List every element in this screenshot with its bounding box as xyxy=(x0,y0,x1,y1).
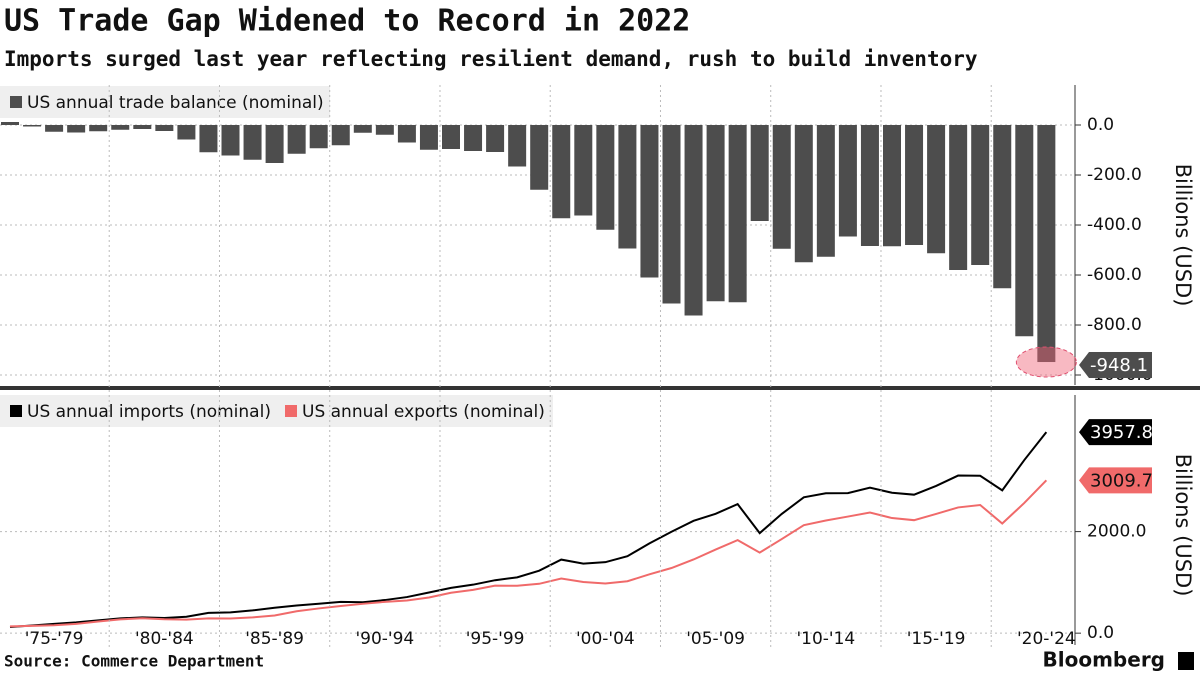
bar xyxy=(23,125,42,127)
highlight xyxy=(1015,346,1077,378)
x-tick-label: '20-'24 xyxy=(1017,629,1076,649)
bar xyxy=(750,125,769,221)
bar xyxy=(265,125,284,163)
bar xyxy=(353,125,372,133)
bar xyxy=(772,125,791,249)
bar xyxy=(860,125,879,246)
bar xyxy=(199,125,218,153)
bar xyxy=(816,125,835,257)
bar xyxy=(706,125,725,302)
bar xyxy=(971,125,990,265)
x-tick-label: '80-'84 xyxy=(135,629,194,649)
bar xyxy=(309,125,328,149)
y-tick-label: -800.0 xyxy=(1087,315,1142,335)
legend-label: US annual exports (nominal) xyxy=(302,402,545,422)
value-label-box xyxy=(1079,467,1152,494)
y-tick-label: -600.0 xyxy=(1087,265,1142,285)
value-label-box xyxy=(1079,419,1152,446)
x-tick-label: '95-'99 xyxy=(466,629,525,649)
bar xyxy=(905,125,924,245)
bar xyxy=(177,125,196,140)
bar xyxy=(111,125,130,130)
x-tick-label: '85-'89 xyxy=(245,629,304,649)
bar xyxy=(794,125,813,263)
y-axis-label: Billions (USD) xyxy=(1171,454,1195,597)
x-tick-label: '10-'14 xyxy=(796,629,855,649)
y-tick-label: 0.0 xyxy=(1087,115,1114,135)
y-tick-label: 0.0 xyxy=(1087,623,1114,643)
bar xyxy=(574,125,593,216)
x-tick-label: '15-'19 xyxy=(907,629,966,649)
bar xyxy=(883,125,901,247)
bar xyxy=(596,125,615,230)
bar xyxy=(508,125,527,167)
bar xyxy=(419,125,438,150)
bar xyxy=(464,125,483,151)
x-tick-label: '00-'04 xyxy=(576,629,635,649)
bar xyxy=(67,125,86,133)
legend-label: US annual trade balance (nominal) xyxy=(27,93,324,113)
line xyxy=(9,431,1048,628)
legend-swatch xyxy=(10,405,22,417)
bar xyxy=(1015,125,1034,337)
value-label: 3009.7 xyxy=(1090,470,1153,491)
bar xyxy=(552,125,571,219)
y-tick-label: -400.0 xyxy=(1087,215,1142,235)
bar xyxy=(89,125,108,132)
x-tick-label: '75-'79 xyxy=(25,629,84,649)
value-label: 3957.8 xyxy=(1090,422,1153,443)
chart-title: US Trade Gap Widened to Record in 2022 xyxy=(4,4,690,39)
bar xyxy=(133,125,152,129)
bar xyxy=(442,125,460,149)
bar xyxy=(949,125,968,270)
bar xyxy=(45,125,64,132)
chart-subtitle: Imports surged last year reflecting resi… xyxy=(4,47,978,71)
bar xyxy=(1037,125,1056,363)
brand: Bloomberg xyxy=(1043,648,1165,672)
legend-box xyxy=(0,395,553,427)
bar xyxy=(331,125,350,146)
bar xyxy=(993,125,1012,289)
bar xyxy=(221,125,240,156)
bar xyxy=(618,125,637,249)
bar xyxy=(530,125,549,190)
bar xyxy=(838,125,857,237)
legend-label: US annual imports (nominal) xyxy=(27,402,271,422)
source: Source: Commerce Department xyxy=(4,652,264,671)
brand-icon xyxy=(1178,652,1194,670)
legend-box xyxy=(0,86,330,118)
line xyxy=(9,479,1048,628)
bar xyxy=(927,125,946,254)
y-tick-label: -200.0 xyxy=(1087,165,1142,185)
x-tick-label: '90-'94 xyxy=(355,629,414,649)
bar xyxy=(684,125,703,316)
bar xyxy=(243,125,262,160)
bar xyxy=(287,125,306,154)
bar xyxy=(155,125,174,131)
bar xyxy=(662,125,681,304)
bar xyxy=(375,125,394,135)
bar xyxy=(1,122,19,125)
bar xyxy=(728,125,747,303)
panel-divider xyxy=(0,386,1200,390)
bar xyxy=(397,125,416,143)
bar xyxy=(486,125,505,152)
value-label: -948.1 xyxy=(1090,355,1148,376)
x-tick-label: '05-'09 xyxy=(686,629,745,649)
legend-swatch xyxy=(285,405,297,417)
y-axis-label: Billions (USD) xyxy=(1171,164,1195,307)
bar xyxy=(640,125,659,278)
legend-swatch xyxy=(10,96,22,108)
value-label-box xyxy=(1079,352,1152,379)
y-tick-label: 2000.0 xyxy=(1087,522,1146,542)
